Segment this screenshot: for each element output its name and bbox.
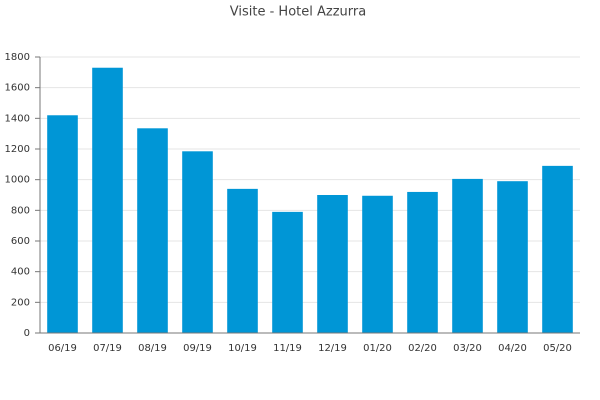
bar bbox=[542, 165, 573, 333]
x-tick-label: 05/20 bbox=[543, 343, 572, 354]
bar bbox=[362, 195, 393, 333]
y-tick-label: 1400 bbox=[5, 113, 30, 124]
y-tick-label: 400 bbox=[11, 267, 30, 278]
bar bbox=[452, 178, 483, 333]
bar bbox=[227, 188, 258, 333]
x-tick-label: 02/20 bbox=[408, 343, 437, 354]
y-tick-label: 0 bbox=[24, 328, 30, 339]
bar bbox=[317, 195, 348, 333]
bar bbox=[47, 115, 78, 334]
x-tick-label: 04/20 bbox=[498, 343, 527, 354]
bar bbox=[137, 128, 168, 333]
y-tick-label: 1800 bbox=[5, 52, 30, 63]
bar bbox=[497, 181, 528, 333]
y-tick-label: 1200 bbox=[5, 144, 30, 155]
x-tick-label: 09/19 bbox=[183, 343, 212, 354]
x-tick-label: 08/19 bbox=[138, 343, 167, 354]
y-tick-label: 1000 bbox=[5, 175, 30, 186]
bar bbox=[92, 67, 123, 333]
bar bbox=[272, 211, 303, 333]
y-tick-label: 200 bbox=[11, 297, 30, 308]
y-tick-label: 600 bbox=[11, 236, 30, 247]
y-tick-label: 1600 bbox=[5, 83, 30, 94]
x-tick-label: 10/19 bbox=[228, 343, 257, 354]
x-tick-label: 07/19 bbox=[93, 343, 122, 354]
x-tick-label: 03/20 bbox=[453, 343, 482, 354]
chart-title: Visite - Hotel Azzurra bbox=[230, 5, 366, 20]
x-tick-label: 01/20 bbox=[363, 343, 392, 354]
x-tick-label: 11/19 bbox=[273, 343, 302, 354]
y-tick-label: 800 bbox=[11, 205, 30, 216]
bar bbox=[182, 151, 213, 333]
x-tick-label: 06/19 bbox=[48, 343, 77, 354]
x-tick-label: 12/19 bbox=[318, 343, 347, 354]
bar bbox=[407, 191, 438, 333]
